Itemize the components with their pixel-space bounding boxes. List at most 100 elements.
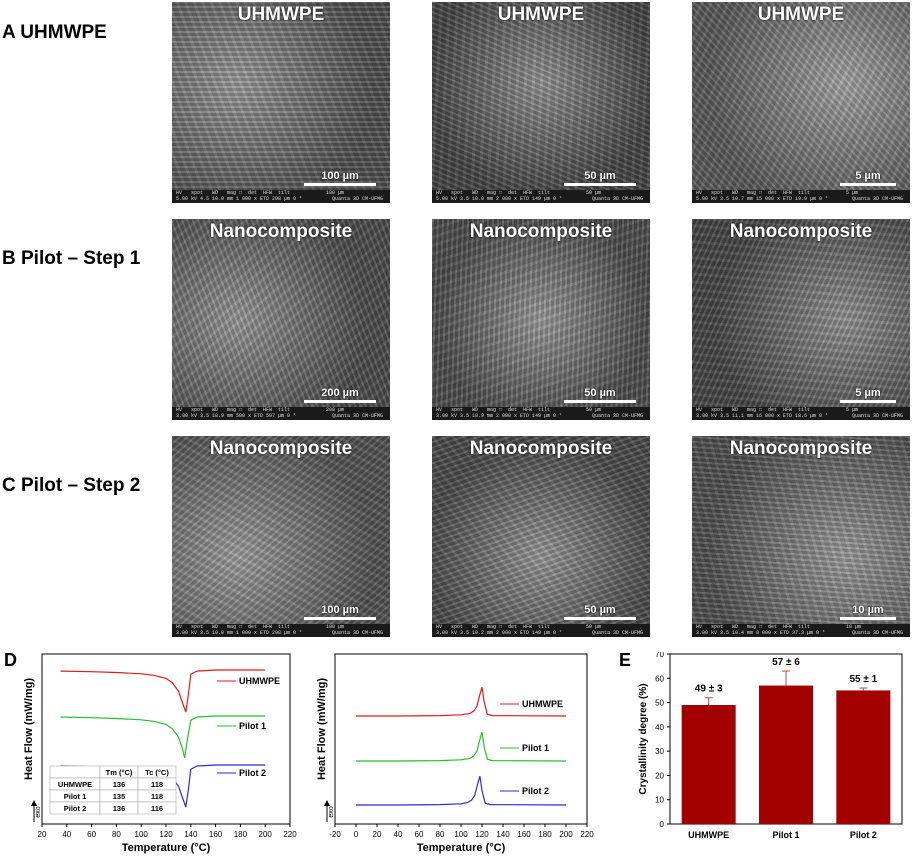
x-tick-label: 120 — [475, 830, 489, 839]
y-axis-label: Heat Flow (mW/mg) — [316, 678, 328, 780]
table-cell-text: Pilot 2 — [64, 804, 87, 813]
sem-texture — [172, 219, 390, 420]
scale-bar-line — [564, 617, 636, 620]
sem-image-title: UHMWPE — [237, 4, 325, 25]
scale-bar-label: 50 µm — [584, 604, 616, 616]
scale-bar: 5 µm — [840, 170, 896, 186]
y-axis-label: Crystallinity degree (%) — [638, 683, 649, 794]
table-cell-text: UHMWPE — [58, 780, 92, 789]
scale-bar-label: 5 µm — [855, 170, 881, 182]
x-tick-label: 40 — [62, 830, 71, 839]
exo-arrow-head — [31, 800, 37, 806]
scale-bar-line — [304, 617, 376, 620]
scale-bar-label: 10 µm — [852, 604, 884, 616]
table-cell-text: 116 — [151, 804, 163, 813]
row-label-b: B Pilot – Step 1 — [2, 248, 141, 269]
sem-image: Nanocomposite 10 µm HV spot WD mag □ det H… — [692, 436, 910, 637]
scale-bar-line — [564, 183, 636, 186]
scale-bar-line — [304, 400, 376, 403]
sem-info-bar: HV spot WD mag □ det HFW tilt 100 µm 5.0… — [172, 190, 390, 203]
crystallinity-bar-chart: 0 10 20 30 40 50 60 70 Crystallinity degree (%) 4… — [638, 652, 903, 840]
series-label: Pilot 2 — [522, 786, 549, 796]
sem-texture — [692, 219, 910, 420]
y-tick-label: 10 — [655, 796, 664, 805]
sem-image: Nanocomposite 50 µm HV spot WD mag □ det H… — [432, 219, 650, 420]
scale-bar: 50 µm — [564, 387, 636, 403]
series-label: UHMWPE — [522, 699, 563, 709]
sem-info-bar: HV spot WD mag □ det HFW tilt 5 µm 5.00 … — [692, 190, 910, 203]
sem-image-title: Nanocomposite — [209, 438, 353, 459]
x-tick-label: 180 — [234, 830, 248, 839]
y-tick-label: 60 — [655, 674, 664, 683]
sem-image-title: Nanocomposite — [729, 438, 873, 459]
series-line — [60, 715, 266, 759]
scale-bar-label: 50 µm — [584, 387, 616, 399]
x-tick-label: 100 — [454, 830, 468, 839]
row-label-c: C Pilot – Step 2 — [2, 475, 141, 496]
row-label-a: A UHMWPE — [2, 22, 107, 43]
sem-image: Nanocomposite 200 µm HV spot WD mag □ det … — [172, 219, 390, 420]
x-tick-label: 20 — [373, 830, 382, 839]
sem-image: UHMWPE 100 µm HV spot WD mag □ det HFW til… — [172, 2, 390, 203]
x-tick-label: 60 — [87, 830, 96, 839]
x-tick-label: 140 — [184, 830, 198, 839]
panel-letter-e: E — [619, 650, 632, 670]
sem-info-bar: HV spot WD mag □ det HFW tilt 200 µm 3.0… — [172, 407, 390, 420]
scale-bar: 100 µm — [304, 604, 376, 620]
scale-bar-line — [840, 183, 896, 186]
x-tick-label: 220 — [580, 830, 594, 839]
exo-label: exo — [35, 806, 42, 817]
x-tick-label: 20 — [38, 830, 47, 839]
scale-bar-line — [840, 617, 896, 620]
data-label: 55 ± 1 — [849, 674, 877, 685]
x-axis-label: Temperature (°C) — [122, 842, 211, 854]
scale-bar-line — [304, 183, 376, 186]
thermal-table: Tm (°C) Tc (°C) UHMWPE 136 118 Pilot 1 135 118 P… — [49, 765, 177, 815]
y-tick-label: 0 — [660, 820, 665, 829]
sem-info-bar: HV spot WD mag □ det HFW tilt 5 µm 3.00 … — [692, 407, 910, 420]
sem-image-title: UHMWPE — [497, 4, 585, 25]
series-line — [356, 732, 567, 762]
x-tick-label: 80 — [436, 830, 445, 839]
sem-texture — [692, 2, 910, 203]
x-tick-label: 200 — [559, 830, 573, 839]
sem-image-title: Nanocomposite — [469, 438, 613, 459]
scale-bar-line — [840, 400, 896, 403]
table-cell-text: 136 — [113, 780, 126, 789]
series-line — [60, 669, 266, 713]
sem-info-bar: HV spot WD mag □ det HFW tilt 50 µm 3.00… — [432, 624, 650, 637]
y-tick-label: 50 — [655, 699, 664, 708]
sem-image: UHMWPE 5 µm HV spot WD mag □ det HFW tilt … — [692, 2, 910, 203]
x-tick-label: 220 — [283, 830, 297, 839]
scale-bar-label: 200 µm — [321, 387, 359, 399]
table-cell-text: Tc (°C) — [145, 768, 169, 777]
x-tick-label: 60 — [415, 830, 424, 839]
table-cell-text: 136 — [113, 804, 126, 813]
x-tick-label: 160 — [517, 830, 531, 839]
scale-bar: 200 µm — [304, 387, 376, 403]
sem-texture — [432, 219, 650, 420]
scale-bar: 50 µm — [564, 604, 636, 620]
x-tick-label: 100 — [135, 830, 149, 839]
table-cell — [137, 801, 177, 815]
scale-bar-line — [564, 400, 636, 403]
sem-texture — [432, 2, 650, 203]
exo-arrow-head — [324, 800, 330, 806]
scale-bar-label: 5 µm — [855, 387, 881, 399]
sem-image: Nanocomposite 5 µm HV spot WD mag □ det HF… — [692, 219, 910, 420]
category-label: Pilot 1 — [772, 830, 799, 840]
x-axis-label: Temperature (°C) — [417, 842, 506, 854]
bar — [836, 690, 891, 824]
scale-bar-label: 100 µm — [321, 170, 359, 182]
series-label: UHMWPE — [239, 676, 280, 686]
series-label: Pilot 1 — [522, 743, 549, 753]
x-tick-label: -20 — [329, 830, 341, 839]
panel-letter-d: D — [4, 650, 17, 670]
plot-frame — [334, 653, 588, 825]
sem-texture — [432, 436, 650, 637]
sem-texture — [172, 2, 390, 203]
x-tick-label: 160 — [209, 830, 223, 839]
sem-info-bar: HV spot WD mag □ det HFW tilt 50 µm 3.00… — [432, 407, 650, 420]
dsc-crystallization-chart: -20 0 20 40 60 80 100 120 140 160 180 200 220 Tempera… — [316, 653, 594, 854]
x-tick-label: 40 — [394, 830, 403, 839]
